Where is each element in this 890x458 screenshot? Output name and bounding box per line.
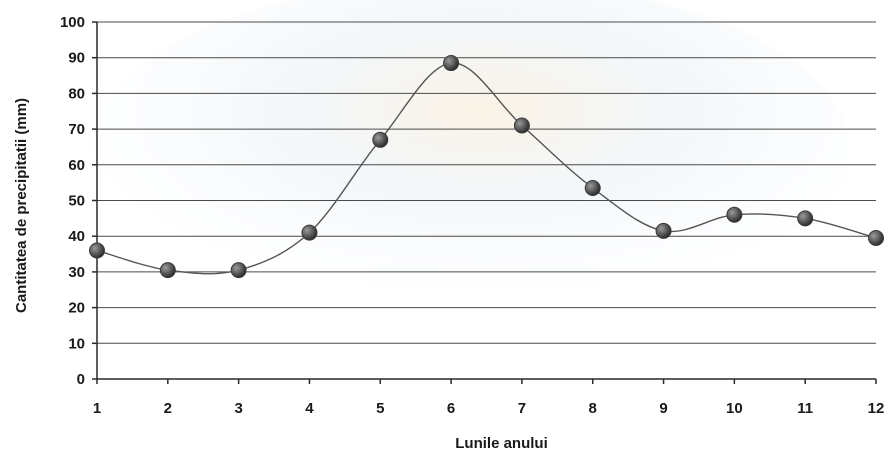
data-point-6	[443, 55, 460, 72]
data-point-10	[726, 206, 743, 223]
data-point-9	[655, 222, 672, 239]
x-tick-label-2: 2	[164, 400, 172, 417]
data-markers	[89, 55, 884, 279]
y-tick-labels: 0 10 20 30 40 50 60 70 80 90 100	[60, 14, 85, 388]
x-tick-label-9: 9	[659, 400, 667, 417]
x-tick-label-12: 12	[868, 400, 885, 417]
y-tick-label-70: 70	[68, 121, 85, 138]
y-tick-label-40: 40	[68, 228, 85, 245]
data-point-2	[159, 262, 176, 279]
data-point-7	[513, 117, 530, 134]
y-tick-label-0: 0	[77, 371, 85, 388]
data-point-8	[584, 180, 601, 197]
x-tick-label-11: 11	[797, 400, 813, 417]
y-tick-label-80: 80	[68, 85, 85, 102]
data-point-4	[301, 224, 318, 241]
y-tick-label-30: 30	[68, 264, 85, 281]
y-tick-label-50: 50	[68, 193, 85, 210]
y-tick-label-90: 90	[68, 50, 85, 67]
y-tick-label-100: 100	[60, 14, 85, 31]
grid	[97, 21, 876, 344]
x-tick-label-1: 1	[93, 400, 101, 417]
x-tick-label-5: 5	[376, 400, 384, 417]
data-point-5	[372, 131, 389, 148]
y-tick-label-20: 20	[68, 300, 85, 317]
watermark-wash	[90, 0, 850, 320]
y-tick-label-10: 10	[68, 335, 85, 352]
data-point-1	[89, 242, 105, 259]
data-point-11	[797, 210, 814, 227]
x-axis-title: Lunile anului	[455, 435, 548, 452]
x-tick-label-8: 8	[589, 400, 597, 417]
y-axis-title: Cantitatea de precipitatii (mm)	[13, 98, 30, 313]
x-tick-labels: 1 2 3 4 5 6 7 8 9 10 11 12	[93, 400, 885, 417]
x-tick-label-4: 4	[305, 400, 314, 417]
x-tick-label-3: 3	[234, 400, 242, 417]
data-point-12	[868, 229, 884, 246]
axes	[92, 21, 877, 384]
x-tick-label-10: 10	[726, 400, 743, 417]
x-tick-label-6: 6	[447, 400, 455, 417]
y-tick-label-60: 60	[68, 157, 85, 174]
data-point-3	[230, 262, 247, 279]
x-tick-label-7: 7	[518, 400, 526, 417]
